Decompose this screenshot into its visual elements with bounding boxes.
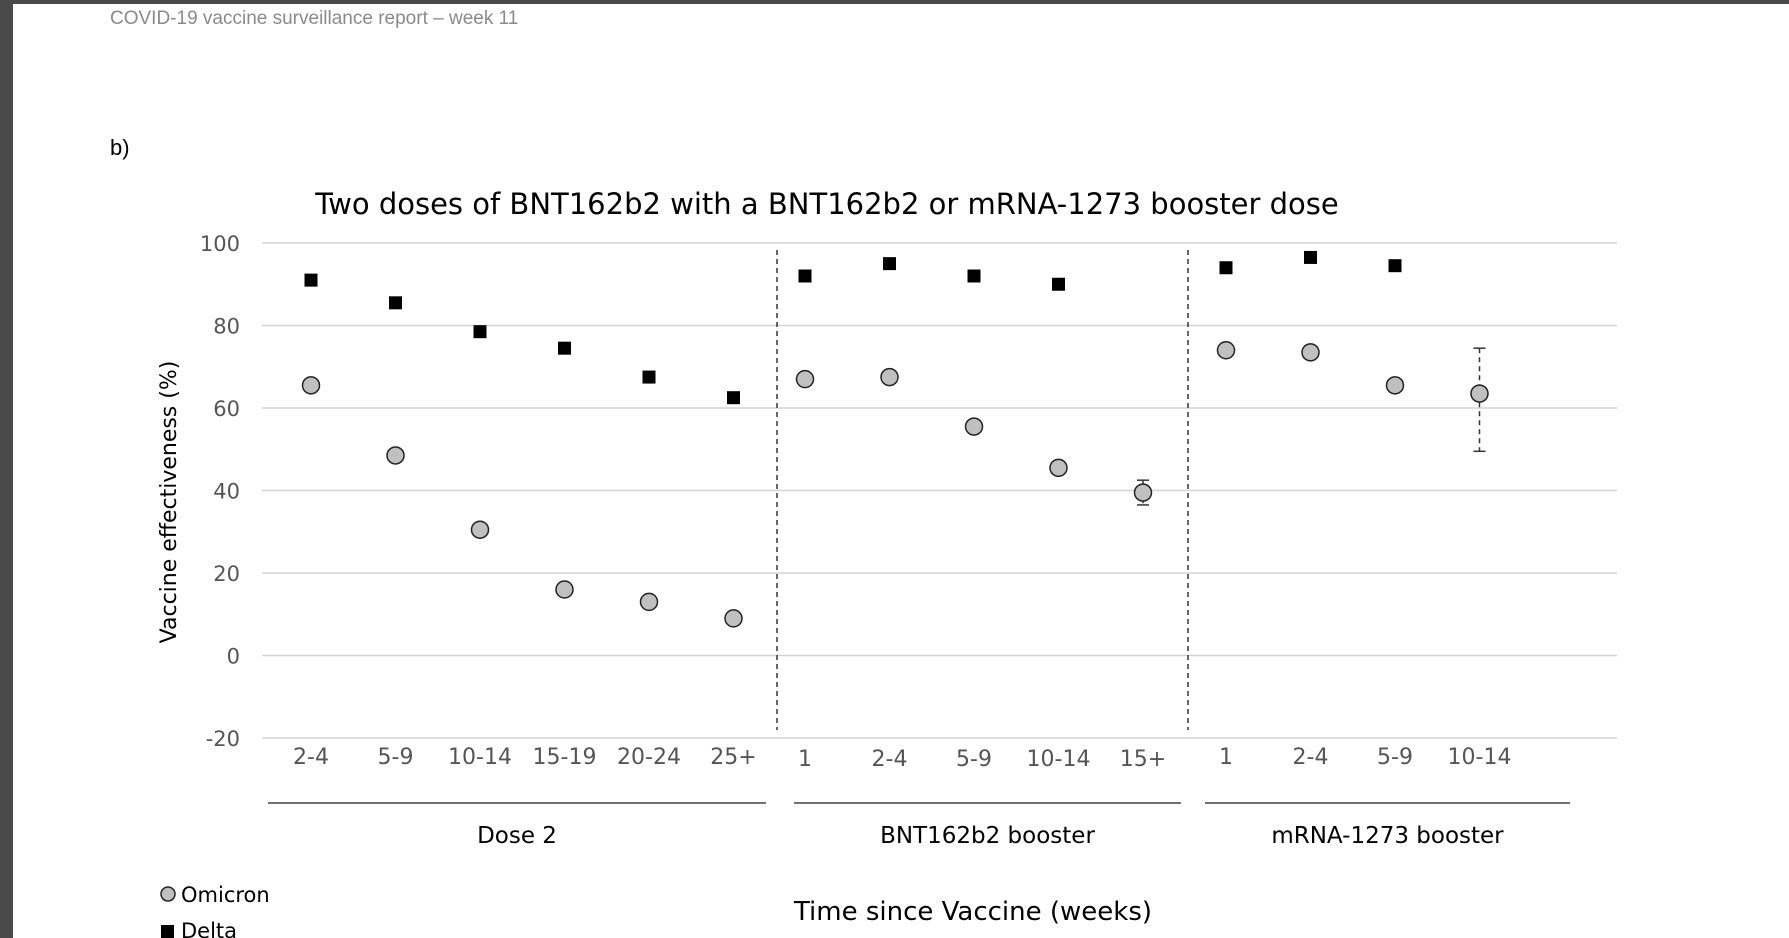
x-tick-label: 10-14 [1448, 745, 1512, 770]
legend-delta-marker [161, 925, 174, 938]
legend-delta-label: Delta [181, 919, 237, 938]
page-left-border [0, 0, 13, 938]
omicron-point [1049, 458, 1068, 478]
group-labels: Dose 2 BNT162b2 booster mRNA-1273 booster [268, 802, 1570, 849]
x-tick-label: 2-4 [1293, 745, 1329, 770]
y-tick-label: 20 [213, 562, 240, 586]
report-title: COVID-19 vaccine surveillance report – w… [110, 8, 519, 29]
y-tick-labels: -20 0 20 40 60 80 100 [200, 232, 240, 751]
omicron-point [555, 580, 574, 599]
delta-point [883, 257, 896, 271]
omicron-point [964, 417, 984, 436]
omicron-point [795, 369, 815, 389]
legend-omicron-marker [160, 886, 176, 902]
delta-point [1388, 259, 1402, 273]
y-tick-label: 80 [213, 315, 240, 339]
y-tick-label: 0 [227, 645, 240, 669]
data-points [301, 250, 1489, 628]
x-tick-label: 15-19 [533, 745, 597, 770]
y-tick-label: 60 [213, 397, 240, 421]
delta-point [473, 325, 487, 339]
delta-point [1304, 250, 1317, 264]
y-tick-label: 40 [213, 480, 240, 504]
gridlines [262, 242, 1617, 739]
x-tick-label: 1 [798, 747, 812, 772]
x-tick-label: 1 [1219, 745, 1233, 770]
group-label: mRNA-1273 booster [1271, 823, 1504, 849]
panel-label: b) [110, 135, 130, 160]
omicron-point [639, 592, 659, 612]
x-tick-label: 20-24 [617, 745, 681, 770]
group-label: BNT162b2 booster [880, 823, 1095, 849]
group-separators [776, 250, 1189, 730]
omicron-point [1301, 343, 1320, 362]
omicron-point [1470, 384, 1489, 403]
x-axis-label: Time since Vaccine (weeks) [793, 897, 1152, 927]
delta-point [727, 391, 740, 405]
x-tick-label: 5-9 [956, 747, 992, 772]
x-tick-labels: 2-4 5-9 10-14 15-19 20-24 25+ 1 2-4 5-9 10-14 15+ 1… [293, 745, 1511, 772]
chart-title: Two doses of BNT162b2 with a BNT162b2 or… [314, 187, 1339, 221]
legend: Omicron Delta [160, 883, 270, 938]
error-bars [1137, 347, 1486, 506]
delta-point [558, 341, 571, 355]
omicron-point [1385, 376, 1405, 395]
omicron-point [301, 376, 321, 395]
group-label: Dose 2 [477, 823, 557, 849]
delta-point [798, 269, 812, 283]
delta-point [304, 273, 318, 287]
omicron-point [1133, 483, 1153, 502]
delta-point [1052, 277, 1065, 291]
omicron-point [386, 446, 405, 465]
x-tick-label: 15+ [1120, 747, 1166, 772]
x-tick-label: 10-14 [448, 745, 512, 770]
x-tick-label: 5-9 [1377, 745, 1413, 770]
omicron-point [880, 367, 899, 387]
x-tick-label: 25+ [710, 745, 756, 770]
x-tick-label: 2-4 [872, 747, 908, 772]
omicron-point [1216, 341, 1236, 360]
x-tick-label: 2-4 [293, 745, 329, 770]
legend-omicron-label: Omicron [181, 883, 270, 907]
omicron-point [724, 609, 743, 628]
omicron-point [470, 520, 490, 539]
y-axis-label: Vaccine effectiveness (%) [157, 361, 182, 644]
x-tick-label: 10-14 [1027, 747, 1091, 772]
delta-point [389, 296, 402, 310]
delta-point [1219, 261, 1233, 275]
page-top-border [13, 0, 1789, 4]
y-tick-label: 100 [200, 232, 240, 256]
y-tick-label: -20 [206, 727, 240, 751]
x-tick-label: 5-9 [378, 745, 414, 770]
delta-point [967, 269, 981, 283]
delta-point [642, 370, 656, 384]
